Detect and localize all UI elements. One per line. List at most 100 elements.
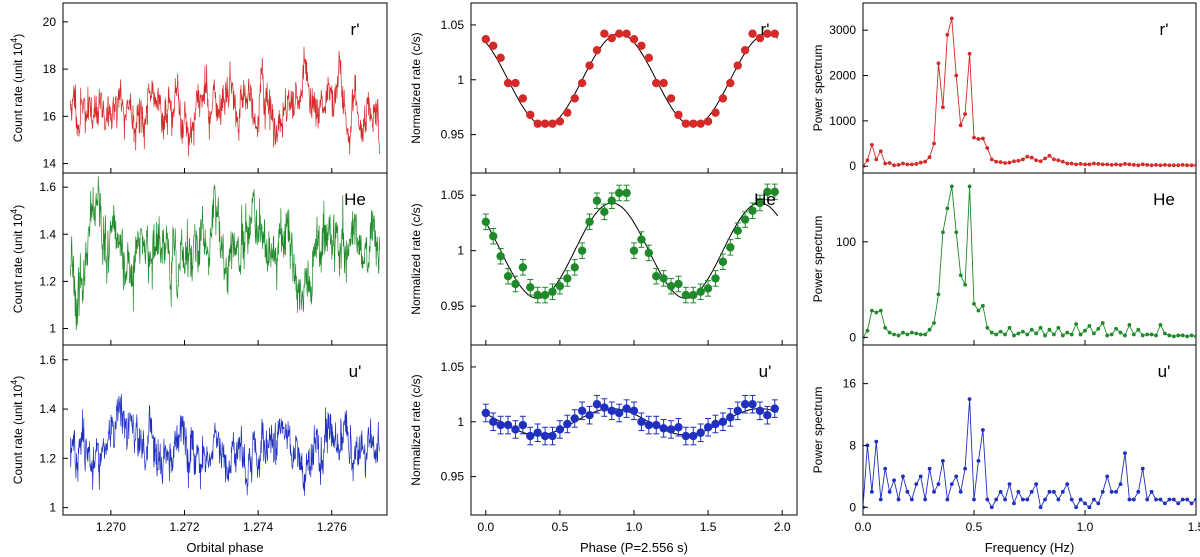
power-spectrum-point (1096, 162, 1101, 166)
power-spectrum-point (1100, 162, 1105, 167)
y-tick-label: 1.6 (39, 353, 56, 367)
power-spectrum-point (869, 489, 874, 494)
power-spectrum-point (1083, 328, 1087, 333)
power-spectrum-point (936, 292, 941, 297)
panel-powerspec-he: 0 100 Power spectrum He (811, 172, 1197, 346)
folded-data-point (607, 196, 616, 205)
y-tick-label: 100 (836, 235, 856, 249)
panel-frame (862, 2, 1197, 174)
power-spectrum-point (1180, 333, 1185, 338)
folded-data-point (563, 274, 572, 283)
power-spectrum-point (1123, 451, 1127, 456)
band-label: r' (761, 20, 770, 39)
power-spectrum-point (998, 489, 1003, 494)
power-spectrum-point (936, 61, 941, 66)
y-tick-label: 1.2 (39, 274, 56, 288)
folded-data-point (496, 53, 505, 63)
power-spectrum-point (1189, 501, 1194, 506)
y-tick-label: 16 (843, 377, 857, 391)
panel-frame (862, 172, 1197, 346)
y-tick-label: 0.95 (441, 128, 465, 142)
power-spectrum-point (1096, 326, 1101, 331)
power-spectrum-point (1007, 325, 1012, 330)
x-tick-label: 1.0 (1077, 520, 1094, 534)
power-spectrum-point (1158, 497, 1163, 502)
folded-data-point (644, 420, 654, 430)
x-axis-label: Phase (P=2.556 s) (580, 540, 688, 555)
x-tick-label: 2.0 (774, 520, 791, 534)
y-tick-label: 8 (849, 438, 856, 452)
power-spectrum-point (1078, 332, 1083, 337)
power-spectrum-point (945, 206, 950, 211)
power-spectrum-point (985, 497, 990, 502)
folded-data-point (711, 419, 720, 429)
x-axis-label: Orbital phase (186, 540, 263, 555)
power-spectrum-point (972, 497, 976, 502)
power-spectrum-point (909, 330, 914, 335)
power-spectrum-point (1043, 156, 1047, 161)
power-spectrum-point (878, 497, 883, 502)
y-tick-label: 1.4 (39, 402, 56, 416)
power-spectrum-point (896, 162, 901, 167)
power-spectrum-point (989, 505, 994, 510)
power-spectrum-point (1003, 332, 1007, 337)
power-spectrum-point (892, 163, 896, 168)
power-spectrum-point (1118, 482, 1123, 486)
folded-data-point (570, 94, 579, 103)
power-spectrum-point (1091, 161, 1096, 166)
power-spectrum-point (1167, 333, 1172, 338)
folded-data-point (526, 283, 535, 292)
folded-data-point (607, 33, 616, 43)
folded-data-point (681, 431, 691, 441)
power-spectrum-point (1074, 505, 1079, 510)
panel-frame (862, 344, 1197, 516)
power-spectrum-point (1047, 327, 1052, 332)
y-tick-label: 1.2 (39, 451, 56, 465)
power-spectrum-point (967, 184, 972, 189)
power-spectrum-point (905, 332, 910, 337)
y-tick-label: 1 (457, 415, 464, 429)
y-tick-label: 2000 (829, 69, 856, 83)
power-spectrum-point (1136, 489, 1141, 494)
folded-data-point (592, 45, 602, 55)
folded-data-point (577, 406, 587, 416)
power-spectrum-point (1043, 333, 1047, 338)
power-spectrum-point (1065, 330, 1070, 335)
power-spectrum-point (932, 489, 936, 494)
power-spectrum-point (1109, 489, 1114, 494)
band-label: He (344, 190, 366, 209)
power-spectrum-point (967, 397, 972, 401)
power-spectrum-point (963, 466, 968, 471)
folded-data-point (733, 226, 742, 235)
power-spectrum-point (1096, 501, 1101, 506)
folded-data-point (533, 290, 542, 300)
folded-data-point (614, 188, 624, 198)
x-tick-label: 1.270 (96, 520, 126, 534)
power-spectrum-point (1078, 497, 1083, 502)
sine-fit-line (485, 202, 779, 299)
y-tick-label: 0.95 (441, 470, 465, 484)
power-spectrum-point (1074, 162, 1079, 167)
power-spectrum-point (1105, 333, 1110, 338)
folded-data-point (674, 110, 683, 120)
power-spectrum-point (1029, 489, 1034, 494)
folded-data-point (689, 119, 698, 128)
power-spectrum-point (989, 330, 994, 335)
power-spectrum-point (1167, 497, 1172, 502)
folded-data-point (726, 243, 735, 252)
folded-data-point (726, 413, 735, 422)
power-spectrum-point (901, 330, 905, 335)
power-spectrum-point (874, 157, 879, 162)
power-spectrum-point (887, 330, 892, 335)
power-spectrum-point (941, 459, 945, 463)
folded-data-point (518, 420, 528, 430)
power-spectrum-point (1145, 332, 1150, 337)
folded-data-point (585, 410, 594, 420)
y-tick-label: 16 (43, 109, 57, 123)
power-spectrum-point (1180, 497, 1185, 502)
folded-data-point (518, 263, 528, 272)
power-spectrum-point (1043, 497, 1047, 502)
plot-area (70, 175, 380, 331)
power-spectrum-point (1176, 333, 1181, 338)
folded-data-point (489, 417, 498, 426)
